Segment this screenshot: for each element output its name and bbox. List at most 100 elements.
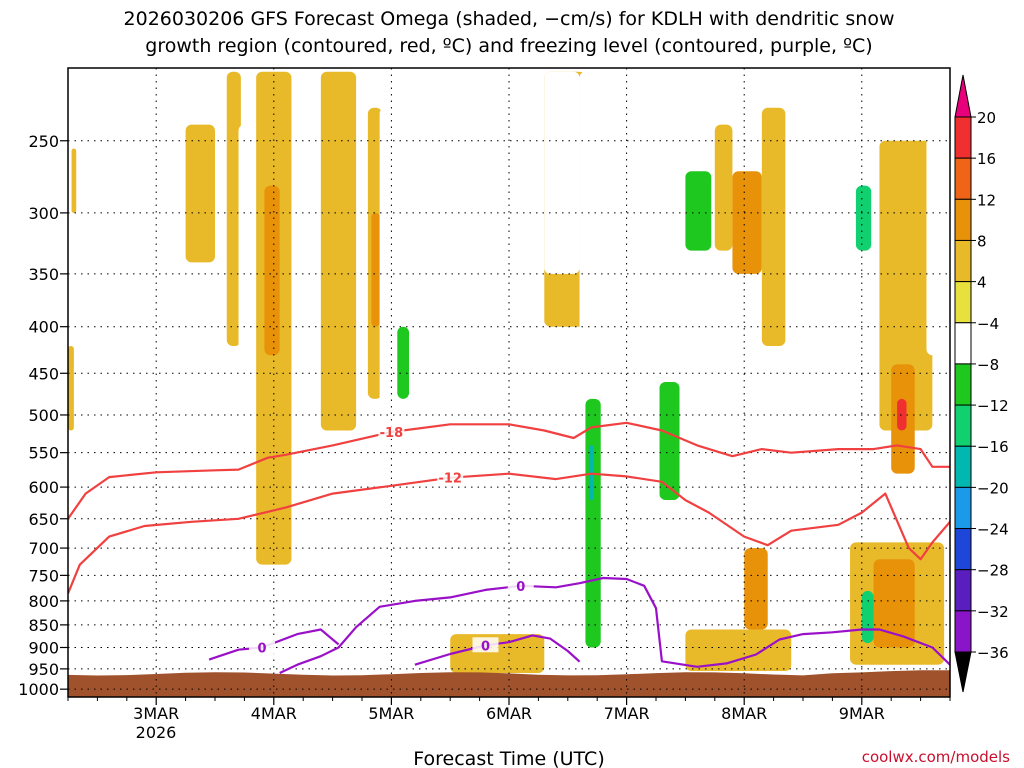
contour-label: -12 [438,472,462,487]
y-tick-label: 250 [28,132,59,151]
omega-cell [620,71,656,239]
colorbar-top-arrow [954,74,972,118]
y-tick-label: 350 [28,265,59,284]
omega-cell [744,548,768,630]
colorbar-label: 4 [977,274,987,292]
colorbar: 20 16 12 8 4 −4 −8 −12 −16 −20 −24 −28 −32 −36 [954,74,1009,693]
y-tick-label: 850 [28,616,59,635]
colorbar-label: −20 [977,479,1009,497]
colorbar-segment [954,157,972,200]
contour-label: 0 [481,639,490,654]
x-tick-label: 5MAR [368,704,414,723]
colorbar-segment [954,239,972,283]
x-axis-title: Forecast Time (UTC) [413,748,604,768]
omega-cell [791,225,839,286]
colorbar-label: 8 [977,232,987,250]
x-tick-label: 6MAR [486,704,532,723]
y-tick-label: 950 [28,660,59,679]
x-axis-year-label: 2026 [136,723,177,742]
omega-cell [685,629,792,671]
colorbar-label: −32 [977,603,1009,621]
colorbar-label: 12 [977,191,996,209]
omega-cell [873,559,915,648]
colorbar-segment [954,363,972,406]
omega-cell [926,90,947,356]
terrain-fill [68,670,950,697]
colorbar-label: −12 [977,397,1009,415]
y-axis: 250 300 350 400 450 500 550 600 650 700 750 800 850 9… [18,132,68,699]
y-tick-label: 750 [28,566,59,585]
y-tick-label: 1000 [18,680,59,699]
omega-cell [371,212,380,327]
colorbar-segment [954,322,972,365]
omega-cell [173,171,186,346]
contour-label: -18 [380,426,404,441]
y-tick-label: 550 [28,444,59,463]
omega-cell [714,124,733,251]
contour-red [68,421,950,520]
colorbar-segment [954,486,972,530]
omega-cell [185,124,215,263]
colorbar-segment [954,528,972,571]
x-axis: 3MAR 4MAR 5MAR 6MAR 7MAR 8MAR 9MAR [67,697,951,723]
colorbar-segment [954,116,972,159]
omega-cell [544,71,580,274]
colorbar-label: −16 [977,438,1009,456]
colorbar-label: −24 [977,521,1009,539]
colorbar-bottom-arrow [954,651,972,693]
colorbar-segment [954,198,972,241]
omega-cell [732,171,762,274]
omega-cell [320,71,357,431]
omega-cell [879,140,933,431]
chart-title-line-2: growth region (contoured, red, ºC) and f… [145,35,872,57]
contour-label-bg [472,637,499,653]
x-tick-label: 4MAR [251,704,297,723]
credit-label: coolwx.com/models [862,748,1010,766]
y-tick-label: 650 [28,510,59,529]
colorbar-segment [954,404,972,447]
x-tick-label: 7MAR [604,704,650,723]
omega-cell [71,148,77,213]
y-tick-label: 800 [28,592,59,611]
y-tick-label: 900 [28,638,59,657]
x-tick-label: 8MAR [721,704,767,723]
omega-cell [373,590,388,630]
contour-label: 0 [258,641,267,656]
colorbar-segment [954,569,972,612]
omega-cell [585,398,601,648]
omega-cell [659,381,680,501]
x-tick-label: 3MAR [133,704,179,723]
colorbar-label: −36 [977,644,1009,662]
colorbar-label: −28 [977,562,1009,580]
colorbar-segment [954,281,972,324]
colorbar-label: −4 [977,315,999,333]
contour-lines: -18 -12 0 0 0 [68,421,950,674]
omega-cell [68,345,74,431]
omega-cell [861,590,874,644]
y-tick-label: 600 [28,478,59,497]
chart-title-line-1: 2026030206 GFS Forecast Omega (shaded, −… [124,8,895,30]
colorbar-label: 16 [977,150,996,168]
contour-label-bg [437,469,464,485]
y-tick-label: 300 [28,204,59,223]
contour-red [68,472,950,594]
omega-cell [761,107,786,346]
omega-cell [238,124,253,415]
y-tick-label: 500 [28,406,59,425]
contour-purple [414,634,581,666]
contour-label-bg [507,577,534,593]
omega-cell [503,90,533,415]
colorbar-label: 20 [977,109,996,127]
omega-cell [855,185,872,251]
x-tick-label: 9MAR [839,704,885,723]
y-tick-label: 400 [28,318,59,337]
contour-purple [279,576,950,674]
contour-purple [208,628,340,661]
contour-label-bg [378,423,405,439]
plot-area [68,71,950,697]
y-tick-label: 450 [28,364,59,383]
omega-cell [397,326,410,399]
colorbar-label: −8 [977,356,999,374]
contour-label-bg [249,639,276,655]
